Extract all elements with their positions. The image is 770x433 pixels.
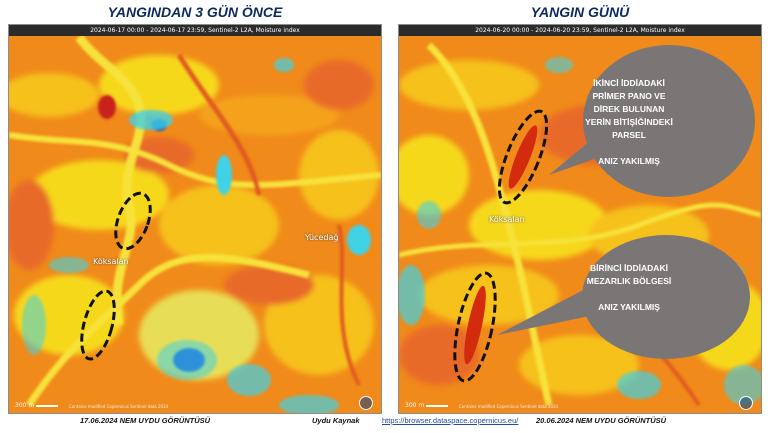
annotation-ellipse-upper <box>114 191 152 251</box>
annotation-ellipse-lower <box>453 271 497 383</box>
source-label: Uydu Kaynak <box>312 416 360 425</box>
image-metadata-header: 2024-06-20 00:00 - 2024-06-20 23:59, Sen… <box>399 25 761 36</box>
annotation-ellipse-upper <box>497 109 549 205</box>
moisture-map-before <box>9 25 381 413</box>
image-credit: Contains modified Copernicus Sentinel da… <box>459 404 559 409</box>
burned-parcel-lower <box>464 285 486 365</box>
scale-bar: 300 m <box>405 402 449 409</box>
annotation-ellipse-lower <box>80 289 116 361</box>
scale-bar: 300 m <box>15 402 59 409</box>
source-link[interactable]: https://browser.dataspace.copernicus.eu/ <box>382 416 519 425</box>
sentinel-hub-logo-icon <box>739 396 753 410</box>
place-label-yucedag: Yücedağ <box>305 233 339 242</box>
right-panel-title: YANGIN GÜNÜ <box>530 4 630 20</box>
callout-balloon-upper <box>549 45 755 197</box>
image-metadata-header: 2024-06-17 00:00 - 2024-06-17 23:59, Sen… <box>9 25 381 36</box>
caption-fire-day: 20.06.2024 NEM UYDU GÖRÜNTÜSÜ <box>536 416 667 425</box>
satellite-image-fire-day: 2024-06-20 00:00 - 2024-06-20 23:59, Sen… <box>398 24 762 414</box>
caption-before: 17.06.2024 NEM UYDU GÖRÜNTÜSÜ <box>80 416 211 425</box>
image-credit: Contains modified Copernicus Sentinel da… <box>69 404 169 409</box>
burned-parcel-upper <box>508 125 538 189</box>
callout-text-second-allegation: İKİNCİ İDDİADAKİ PRİMER PANO VE DİREK BU… <box>585 78 673 166</box>
sentinel-hub-logo-icon <box>359 396 373 410</box>
left-panel-title: YANGINDAN 3 GÜN ÖNCE <box>107 4 283 20</box>
callout-balloon-lower <box>497 235 750 359</box>
place-label-koksalan: Köksalan <box>489 215 525 224</box>
place-label-koksalan: Köksalan <box>93 257 129 266</box>
moisture-map-fire-day <box>399 25 761 413</box>
satellite-image-before: 2024-06-17 00:00 - 2024-06-17 23:59, Sen… <box>8 24 382 414</box>
callout-text-first-allegation: BİRİNCİ İDDİADAKİ MEZARLIK BÖLGESİ ANIZ … <box>586 263 672 312</box>
